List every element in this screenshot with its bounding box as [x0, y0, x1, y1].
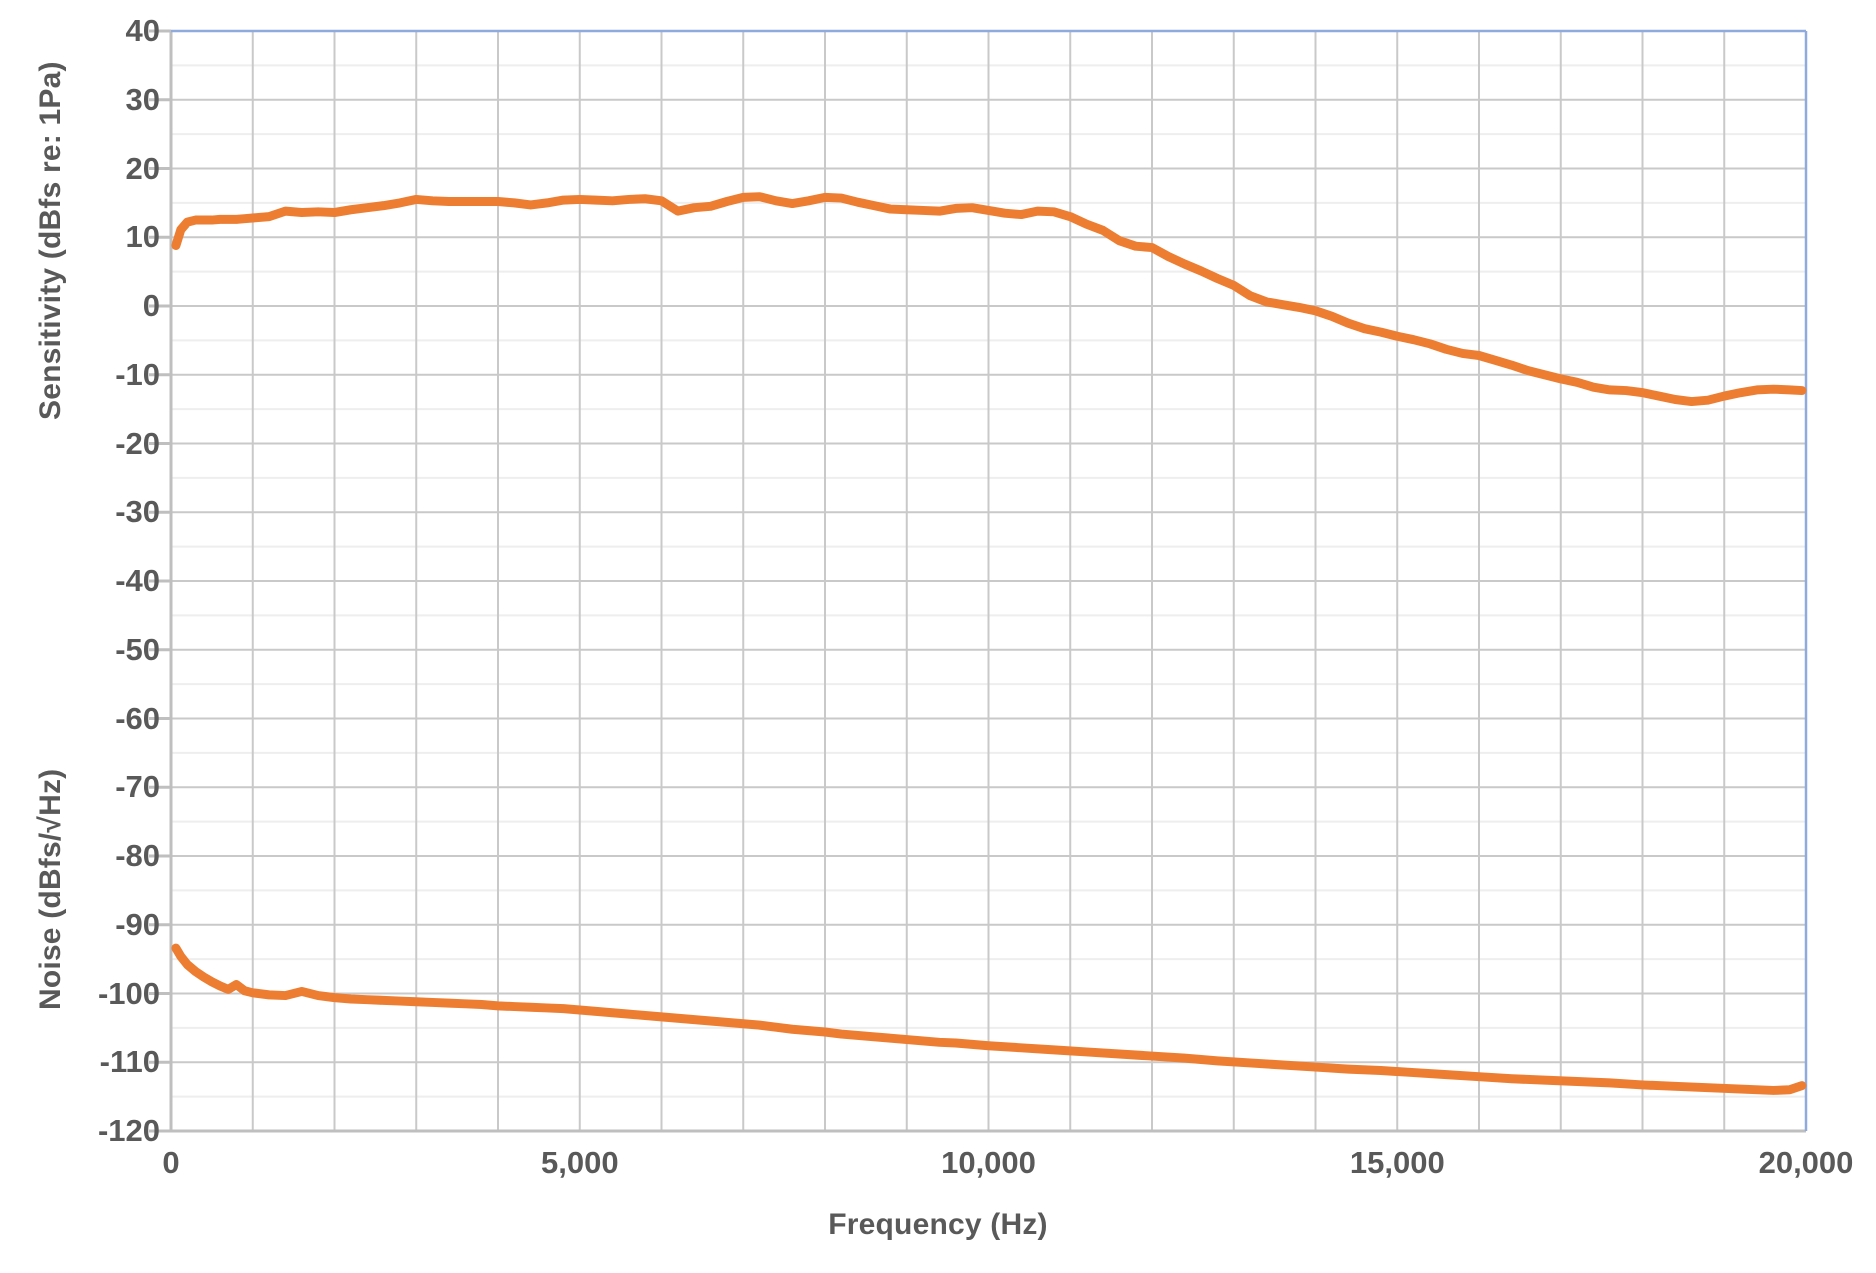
y-axis-tick-label: -100: [97, 975, 160, 1011]
x-axis-tick-label: 0: [162, 1145, 180, 1180]
x-axis-tick-label: 20,000: [1758, 1145, 1854, 1180]
y-axis-title-noise: Noise (dBfs/√Hz): [34, 768, 67, 1010]
y-axis-tick-label: 0: [142, 288, 160, 323]
y-axis-tick-label: -120: [97, 1113, 160, 1148]
y-axis-tick-label: -50: [115, 631, 160, 667]
y-axis-tick-label: -110: [99, 1044, 160, 1080]
y-axis-tick-label: 20: [125, 150, 160, 186]
y-axis-tick-label: 10: [125, 219, 160, 255]
y-axis-tick-label: -90: [115, 906, 160, 942]
y-axis-tick-label: -30: [115, 494, 160, 530]
y-axis-tick-label: -70: [115, 769, 160, 805]
x-axis-tick-label: 15,000: [1349, 1145, 1445, 1180]
y-axis-tick-label: -20: [115, 425, 160, 461]
y-axis-tick-label: -60: [115, 700, 160, 736]
data-series-group: [171, 192, 1807, 1095]
x-axis-tick-label: 5,000: [541, 1145, 619, 1180]
plot-area-border: [169, 29, 1808, 1133]
y-axis-tick-label: -40: [115, 563, 160, 598]
y-axis-tick-label: 30: [125, 81, 160, 117]
x-axis-tick-label: 10,000: [941, 1145, 1036, 1180]
y-axis-tick-marks: [149, 29, 171, 1133]
y-axis-tick-label: 40: [125, 13, 160, 48]
y-axis-title-sensitivity: Sensitivity (dBfs re: 1Pa): [34, 61, 67, 420]
x-axis-title-frequency: Frequency (Hz): [828, 1208, 1048, 1241]
y-axis-tick-label: -10: [115, 356, 160, 392]
y-axis-tick-label: -80: [115, 838, 160, 873]
